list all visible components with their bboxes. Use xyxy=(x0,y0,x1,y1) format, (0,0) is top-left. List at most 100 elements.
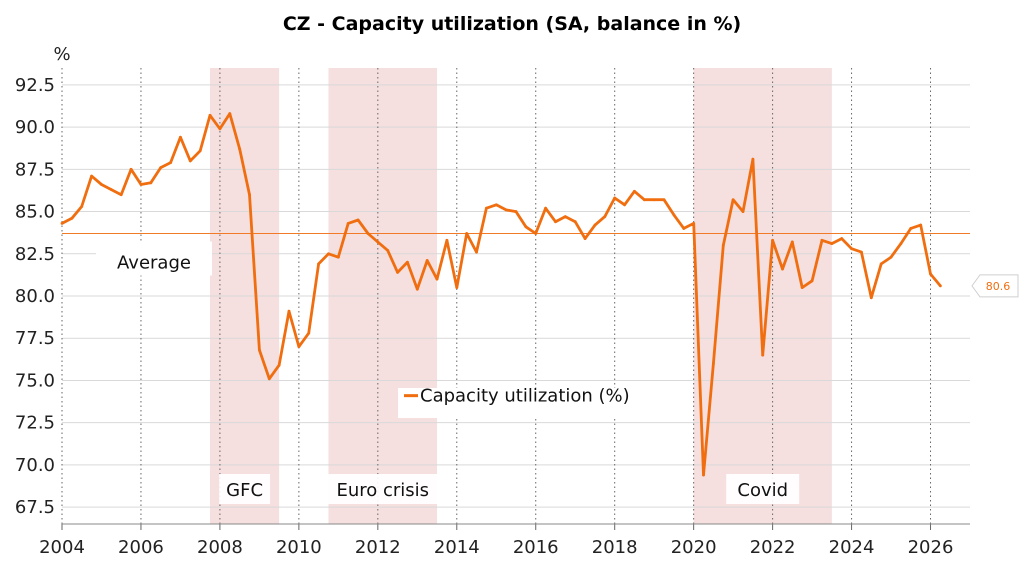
data-point xyxy=(692,221,696,225)
y-tick-label: 70.0 xyxy=(15,455,55,476)
data-point xyxy=(455,286,459,289)
data-point xyxy=(761,353,765,357)
axes: 67.5 70.0 72.5 75.0 77.5 80.0 82.5 85.0 87.5 90.0… xyxy=(15,75,1019,558)
data-point xyxy=(307,331,311,335)
data-point xyxy=(396,270,399,274)
y-tick-label: 80.0 xyxy=(15,286,55,307)
data-point xyxy=(544,206,548,210)
data-point xyxy=(80,205,84,208)
data-point xyxy=(287,309,291,313)
data-point xyxy=(731,198,735,202)
data-point xyxy=(790,240,794,244)
y-tick-label: 75.0 xyxy=(15,370,55,391)
data-point xyxy=(445,238,449,242)
x-tick-label: 2008 xyxy=(197,537,243,558)
data-point xyxy=(376,240,380,244)
data-point xyxy=(514,210,518,213)
data-point xyxy=(662,198,666,202)
data-point xyxy=(475,250,478,254)
data-point xyxy=(297,345,301,349)
data-point xyxy=(277,363,281,367)
data-point xyxy=(218,127,222,131)
x-tick-label: 2012 xyxy=(355,537,401,558)
data-point xyxy=(563,215,567,219)
data-point xyxy=(810,279,814,283)
data-point xyxy=(593,223,597,227)
data-point xyxy=(623,203,626,207)
data-point xyxy=(573,220,577,224)
data-point xyxy=(327,252,330,256)
chart-title: CZ - Capacity utilization (SA, balance i… xyxy=(283,13,741,35)
data-point xyxy=(929,272,932,276)
data-point xyxy=(346,221,350,225)
data-point xyxy=(159,166,163,170)
data-point xyxy=(702,473,705,477)
data-point xyxy=(139,183,143,186)
data-point xyxy=(820,238,824,242)
y-axis-unit: % xyxy=(53,44,70,65)
y-tick-label: 85.0 xyxy=(15,202,55,223)
data-point xyxy=(90,174,94,178)
data-point xyxy=(554,220,557,224)
data-point xyxy=(583,237,587,240)
x-tick-label: 2004 xyxy=(39,537,85,558)
legend-box xyxy=(398,388,656,418)
data-point xyxy=(860,250,863,254)
data-point xyxy=(682,227,686,230)
data-point xyxy=(267,377,271,381)
data-point xyxy=(100,183,103,186)
x-tick-label: 2010 xyxy=(276,537,322,558)
data-point xyxy=(781,267,784,271)
y-tick-label: 92.5 xyxy=(15,75,55,96)
y-tick-label: 77.5 xyxy=(15,328,55,349)
data-point xyxy=(613,196,617,200)
data-point xyxy=(179,135,182,139)
period-labels: GFC Euro crisis Covid xyxy=(219,474,800,504)
data-point xyxy=(149,181,153,185)
period-label: Euro crisis xyxy=(336,480,429,501)
data-point xyxy=(257,348,261,352)
data-point xyxy=(869,296,873,300)
period-label-box xyxy=(313,474,453,504)
data-point xyxy=(317,262,321,266)
x-tick-label: 2018 xyxy=(592,537,638,558)
data-point xyxy=(109,188,113,192)
data-point xyxy=(129,167,133,171)
data-point xyxy=(425,259,429,262)
y-tick-label: 90.0 xyxy=(15,117,55,138)
average-label: Average xyxy=(117,253,191,274)
series-line-group xyxy=(60,112,942,477)
data-point xyxy=(603,215,607,219)
x-tick-label: 2014 xyxy=(434,537,480,558)
data-point xyxy=(938,284,942,288)
x-tick-label: 2026 xyxy=(908,537,954,558)
data-point xyxy=(494,203,498,207)
x-tick-label: 2024 xyxy=(829,537,875,558)
period-label: Covid xyxy=(737,480,788,501)
x-tick-label: 2006 xyxy=(118,537,164,558)
series-line xyxy=(61,112,942,477)
x-tick-label: 2020 xyxy=(671,537,717,558)
data-point xyxy=(909,227,913,230)
data-point xyxy=(169,161,172,164)
average-label-box xyxy=(96,241,212,276)
data-point xyxy=(771,238,775,242)
data-point xyxy=(415,287,419,291)
data-point xyxy=(228,112,232,115)
data-point xyxy=(484,206,488,210)
data-point xyxy=(652,198,656,202)
data-point xyxy=(751,157,755,161)
data-point xyxy=(524,225,528,229)
grid xyxy=(61,68,970,524)
data-point xyxy=(534,232,538,235)
data-point xyxy=(188,159,192,163)
x-tick-label: 2022 xyxy=(750,537,796,558)
data-point xyxy=(60,221,64,225)
data-point xyxy=(386,249,390,252)
data-point xyxy=(711,362,715,365)
data-point xyxy=(366,232,370,235)
data-point xyxy=(800,286,804,289)
data-point xyxy=(465,232,469,235)
data-point xyxy=(435,277,439,281)
